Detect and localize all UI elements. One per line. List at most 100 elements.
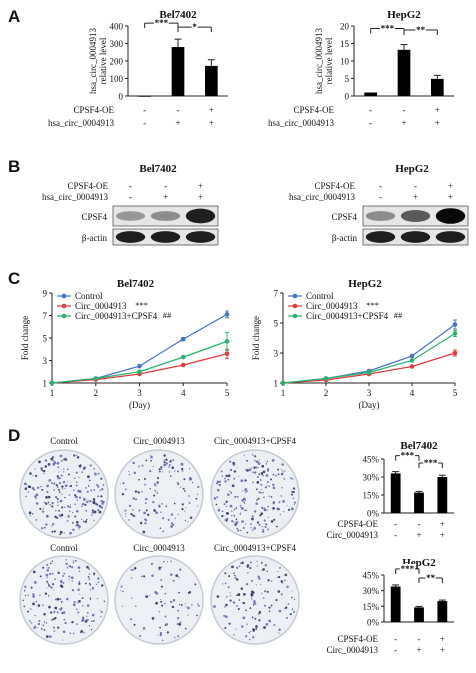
condition-row-label: Circ_0004913 xyxy=(327,530,379,540)
colony-dot xyxy=(291,590,293,592)
actin-blot-band xyxy=(150,231,181,243)
colony-dot xyxy=(251,591,255,594)
colony-dot xyxy=(49,503,51,506)
colony-dot xyxy=(99,610,101,612)
colony-dot xyxy=(68,565,70,567)
colony-dot xyxy=(22,599,24,602)
colony-dot xyxy=(135,498,137,501)
colony-dot xyxy=(125,513,127,515)
colony-dot xyxy=(99,477,103,480)
colony-dot xyxy=(187,521,189,523)
blot-title: HepG2 xyxy=(395,163,429,175)
colony-dot xyxy=(68,485,71,487)
colony-dot xyxy=(38,460,41,464)
colony-dot xyxy=(242,602,246,605)
colony-dot xyxy=(238,475,240,477)
colony-dot xyxy=(90,489,93,492)
colony-dot xyxy=(92,572,96,575)
y-axis-label: hsa_circ_0004913 xyxy=(314,28,324,94)
colony-dot xyxy=(158,504,161,507)
chart-title: HepG2 xyxy=(387,9,421,21)
colony-dot xyxy=(225,505,228,508)
condition-row-label: Circ_0004913 xyxy=(327,645,379,655)
colony-dot xyxy=(59,584,63,588)
colony-dot xyxy=(256,565,258,567)
colony-dot xyxy=(120,585,123,588)
colony-dot xyxy=(150,562,154,565)
colony-dot xyxy=(273,503,275,505)
colony-dot xyxy=(280,495,283,497)
colony-dot xyxy=(278,502,280,504)
colony-dot xyxy=(100,495,103,498)
condition-row-label: CPSF4-OE xyxy=(293,105,334,115)
colony-dot xyxy=(58,471,60,473)
y-tick-label: 3 xyxy=(274,349,279,359)
colony-dot xyxy=(257,497,260,500)
colony-dot xyxy=(253,526,257,530)
condition-sign: - xyxy=(129,192,132,202)
colony-dot xyxy=(61,488,64,490)
colony-dot xyxy=(251,467,253,469)
bar xyxy=(364,92,377,96)
colony-dot xyxy=(235,578,239,581)
colony-dot xyxy=(229,460,232,463)
colony-dot xyxy=(165,462,168,465)
colony-dot xyxy=(43,612,46,616)
colony-dot xyxy=(128,504,132,508)
colony-dot xyxy=(233,521,235,523)
colony-dot xyxy=(160,585,163,588)
colony-dot xyxy=(93,500,96,503)
colony-dot xyxy=(43,469,46,473)
condition-sign: - xyxy=(369,118,372,128)
colony-dot xyxy=(216,595,220,598)
colony-dot xyxy=(281,487,283,489)
condition-sign: - xyxy=(394,634,397,644)
colony-dot xyxy=(138,465,141,468)
bar xyxy=(431,78,444,96)
colony-dot xyxy=(254,459,256,462)
significance-label: *** xyxy=(401,564,415,574)
colony-dot xyxy=(40,486,42,488)
colony-dot xyxy=(100,506,104,509)
bar xyxy=(390,586,401,622)
colony-dot xyxy=(245,479,247,481)
colony-dot xyxy=(263,590,267,593)
colony-dot xyxy=(76,523,80,527)
colony-dot xyxy=(259,514,262,517)
colony-dot xyxy=(86,618,89,622)
colony-dot xyxy=(65,559,68,561)
colony-dot xyxy=(252,471,254,473)
colony-dot xyxy=(124,509,127,512)
colony-dot xyxy=(68,473,70,476)
x-tick-label: 3 xyxy=(137,388,142,398)
colony-dot xyxy=(74,559,77,562)
colony-dot xyxy=(30,622,33,624)
y-tick-label: 1 xyxy=(274,379,279,389)
colony-dot xyxy=(72,489,75,492)
colony-dot xyxy=(58,491,61,493)
colony-dot xyxy=(100,499,103,503)
colony-dot xyxy=(59,499,63,503)
x-tick-label: 2 xyxy=(94,388,99,398)
colony-dot xyxy=(258,619,261,622)
colony-dot xyxy=(154,489,157,492)
colony-dot xyxy=(57,487,59,489)
colony-dot xyxy=(228,622,231,625)
colony-dot xyxy=(235,521,239,525)
colony-dot xyxy=(242,497,246,501)
y-tick-label: 1 xyxy=(43,379,48,389)
colony-dot xyxy=(43,526,46,529)
colony-dot xyxy=(35,493,39,497)
colony-dot xyxy=(189,477,193,481)
legend-significance: ## xyxy=(163,310,172,320)
colony-dot xyxy=(81,505,83,508)
colony-dot xyxy=(160,511,162,513)
cpsf4-blot-band xyxy=(435,208,466,224)
colony-dot xyxy=(177,470,180,473)
colony-dot xyxy=(40,627,43,630)
colony-dot xyxy=(89,598,92,600)
colony-dot xyxy=(28,511,32,514)
colony-dot xyxy=(82,520,85,523)
colony-dot xyxy=(122,591,124,593)
significance-label: *** xyxy=(401,451,415,461)
